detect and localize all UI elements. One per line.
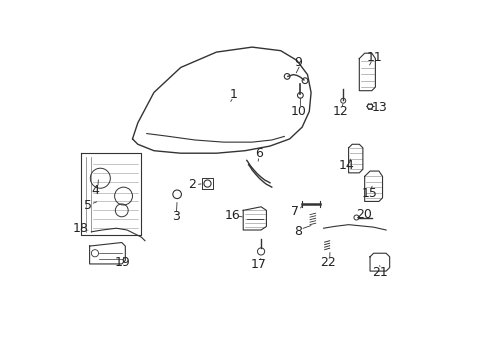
Text: 1: 1 [230, 89, 238, 102]
Text: 13: 13 [371, 101, 387, 114]
Text: 9: 9 [294, 56, 302, 69]
Text: 21: 21 [372, 266, 388, 279]
Text: 18: 18 [73, 222, 89, 235]
Text: 2: 2 [188, 178, 196, 191]
Text: 8: 8 [294, 225, 302, 238]
Text: 3: 3 [172, 210, 180, 223]
Text: 12: 12 [333, 105, 348, 118]
Text: 11: 11 [367, 51, 382, 64]
Text: 4: 4 [92, 184, 99, 197]
Text: 16: 16 [225, 209, 241, 222]
Text: 10: 10 [290, 105, 306, 118]
Text: 17: 17 [251, 258, 267, 271]
Text: 19: 19 [115, 256, 131, 269]
Text: 15: 15 [362, 187, 377, 200]
Text: 7: 7 [292, 204, 299, 217]
Text: 6: 6 [255, 148, 263, 161]
Text: 20: 20 [356, 208, 371, 221]
Text: 14: 14 [339, 159, 354, 172]
Text: 22: 22 [319, 256, 335, 269]
Text: 5: 5 [84, 199, 92, 212]
